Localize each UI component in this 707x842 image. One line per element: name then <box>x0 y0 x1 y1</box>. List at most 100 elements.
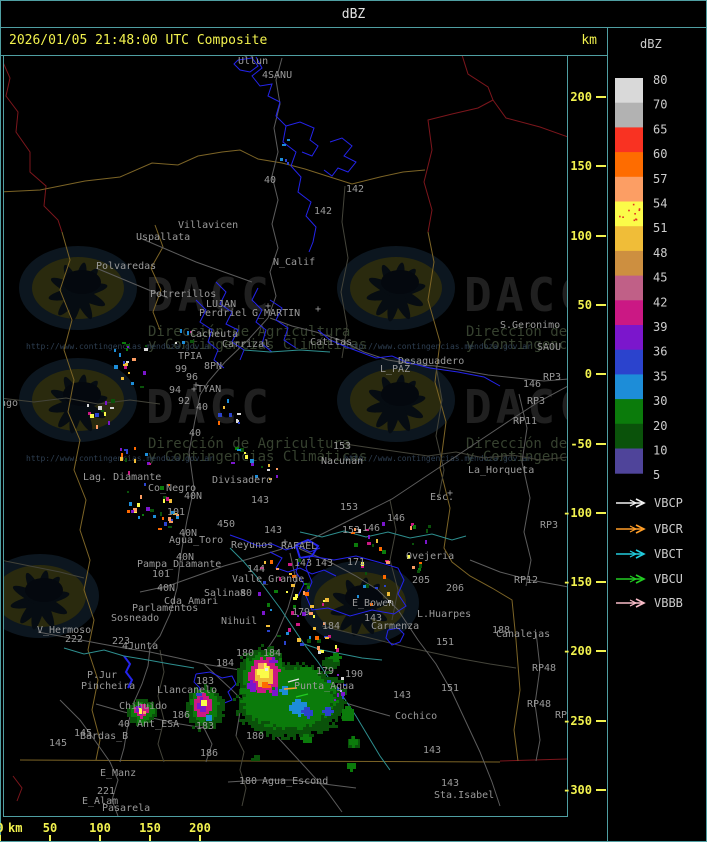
echo-cell <box>317 725 320 728</box>
echo-cell <box>291 673 294 676</box>
echo-cell <box>335 710 338 713</box>
map-place-label: S.Geronimo <box>500 320 560 331</box>
echo-cell <box>287 662 290 665</box>
echo-cell <box>306 688 309 691</box>
map-place-label: Polvaredas <box>96 261 156 272</box>
echo-cell <box>318 691 321 694</box>
echo-cell <box>246 667 249 670</box>
map-place-label: 146 <box>387 513 405 524</box>
echo-cell <box>333 700 336 703</box>
echo-cell <box>131 708 134 711</box>
echo-speck <box>315 636 319 640</box>
echo-cell <box>303 673 306 676</box>
echo-speck <box>144 483 146 486</box>
echo-cell <box>213 693 216 696</box>
echo-cell <box>306 676 309 679</box>
echo-cell <box>273 727 276 730</box>
echo-cell <box>240 671 243 674</box>
echo-cell <box>252 703 255 706</box>
echo-cell <box>255 694 258 697</box>
echo-speck <box>279 577 281 581</box>
echo-cell <box>306 734 309 737</box>
echo-cell <box>318 706 321 709</box>
map-place-label: Lag. Diamante <box>83 472 161 483</box>
echo-cell <box>260 660 263 663</box>
echo-cell <box>219 705 222 708</box>
watermark-url: http://www.contingencias.mendoza.gov.ar <box>344 342 532 351</box>
map-place-label: 4SANU <box>262 70 292 81</box>
map-line-blue <box>269 299 297 349</box>
echo-cell <box>214 711 217 714</box>
echo-speck <box>287 139 290 141</box>
echo-cell <box>312 700 315 703</box>
watermark-eye-icon <box>4 554 99 638</box>
echo-cell <box>203 714 206 717</box>
echo-cell <box>282 703 285 706</box>
echo-cell <box>261 653 264 656</box>
echo-speck <box>163 496 167 499</box>
echo-cell <box>312 685 315 688</box>
echo-cell <box>315 709 318 712</box>
echo-cell <box>251 725 254 728</box>
echo-cell <box>260 728 263 731</box>
echo-speck <box>160 486 164 490</box>
echo-cell <box>276 656 279 659</box>
echo-cell <box>294 676 297 679</box>
right-axis-tick <box>596 373 606 375</box>
echo-cell <box>279 676 282 679</box>
echo-cell <box>318 712 321 715</box>
map-line-gray <box>299 548 501 807</box>
echo-cell <box>137 713 140 716</box>
echo-cell <box>327 691 330 694</box>
echo-speck <box>357 595 359 598</box>
echo-cell <box>315 670 318 673</box>
echo-cell <box>334 666 337 669</box>
echo-cell <box>291 697 294 700</box>
echo-cell <box>249 694 252 697</box>
echo-speck <box>140 386 144 388</box>
map-place-label: +TYAN <box>191 384 221 395</box>
echo-cell <box>154 708 157 711</box>
map-line-dgray <box>4 560 85 579</box>
echo-cell <box>201 723 204 726</box>
echo-speck <box>268 464 270 467</box>
map-place-label: Cacheuta <box>190 329 238 340</box>
echo-cell <box>321 679 324 682</box>
echo-cell <box>258 681 261 684</box>
echo-cell <box>303 676 306 679</box>
echo-speck <box>260 567 264 569</box>
echo-speck-cluster <box>280 139 290 165</box>
echo-cell <box>357 745 360 748</box>
scale-speckle <box>633 219 636 222</box>
echo-cell <box>282 727 285 730</box>
map-place-label: 143 <box>264 525 282 536</box>
echo-cell <box>219 702 222 705</box>
dbz-scale-block <box>615 448 643 474</box>
echo-cell <box>300 682 303 685</box>
echo-cell <box>260 731 263 734</box>
echo-cell <box>240 665 243 668</box>
echo-cell <box>298 708 301 711</box>
echo-cell <box>324 685 327 688</box>
echo-cell <box>204 687 207 690</box>
echo-cell <box>312 670 315 673</box>
echo-cell <box>246 694 249 697</box>
echo-cell <box>333 691 336 694</box>
echo-cell <box>335 725 338 728</box>
echo-speck <box>382 550 386 554</box>
watermark-line2: y Contingencias Climáticas <box>466 449 685 465</box>
echo-cell <box>282 709 285 712</box>
eye-pupil <box>25 578 63 602</box>
echo-cell <box>261 703 264 706</box>
echo-cell <box>326 728 329 731</box>
echo-cell <box>145 702 148 705</box>
echo-cell <box>252 715 255 718</box>
legend-arrow-head-icon <box>635 598 646 608</box>
echo-cell <box>301 710 304 713</box>
echo-cell <box>315 679 318 682</box>
echo-cell <box>303 682 306 685</box>
echo-cell <box>209 702 212 705</box>
echo-cell <box>143 717 146 720</box>
echo-cell <box>258 684 261 687</box>
echo-cell <box>195 723 198 726</box>
